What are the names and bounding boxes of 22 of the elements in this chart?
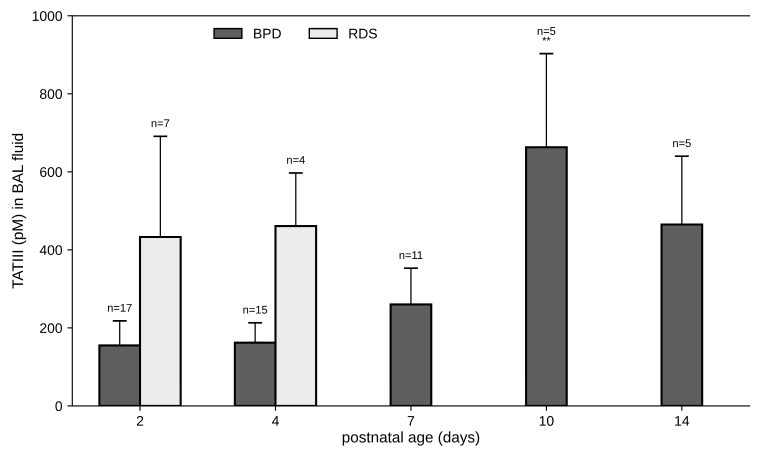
y-tick-label: 1000 bbox=[32, 11, 62, 21]
annotation: n=7 bbox=[152, 119, 170, 128]
annotation: n=4 bbox=[287, 156, 305, 164]
annotation: n=17 bbox=[108, 304, 132, 312]
annotation: n=5 ** bbox=[538, 27, 556, 41]
annotation: n=15 bbox=[243, 306, 268, 314]
y-tick-label: 400 bbox=[40, 245, 62, 256]
legend-label: RDS bbox=[349, 28, 377, 38]
y-tick-label: 200 bbox=[40, 323, 62, 334]
legend-label: BPD bbox=[254, 28, 281, 38]
x-tick-label: 14 bbox=[675, 416, 690, 426]
y-tick-label: 0 bbox=[55, 401, 62, 412]
y-axis-title: TATIII (pM) in BAL fluid bbox=[12, 134, 26, 288]
x-tick-label: 10 bbox=[540, 416, 554, 426]
y-tick-label: 800 bbox=[40, 89, 62, 99]
x-tick-label: 2 bbox=[136, 416, 144, 426]
x-tick-label: 4 bbox=[272, 416, 279, 426]
y-tick-label: 600 bbox=[40, 167, 62, 177]
annotation: n=5 bbox=[673, 139, 691, 148]
x-tick-label: 7 bbox=[408, 416, 414, 426]
annotation: n=11 bbox=[400, 251, 422, 259]
x-axis-title: postnatal age (days) bbox=[342, 431, 480, 446]
